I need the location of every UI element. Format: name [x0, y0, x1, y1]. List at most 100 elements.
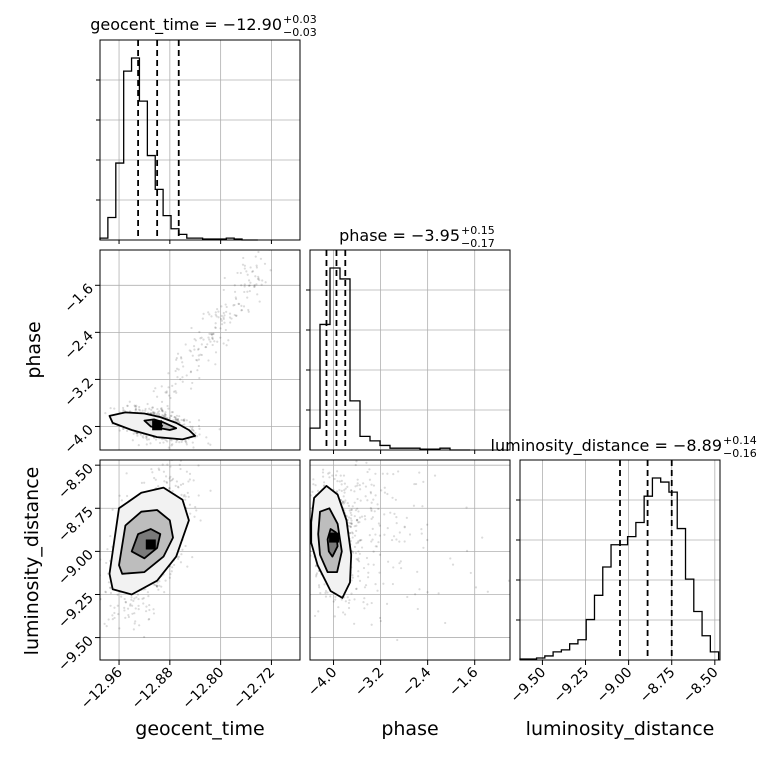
scatter-point	[451, 563, 455, 566]
scatter-point	[372, 484, 376, 487]
y-tick-label: −1.6	[61, 281, 96, 316]
scatter-point	[161, 409, 164, 412]
scatter-point	[177, 486, 180, 489]
x-tick-label: −4.0	[305, 665, 340, 700]
scatter-point	[355, 587, 358, 591]
scatter-point	[167, 446, 170, 449]
scatter-point	[136, 593, 140, 596]
scatter-point	[185, 443, 188, 446]
scatter-point	[369, 506, 372, 510]
histogram-luminosity_distance	[519, 477, 720, 660]
scatter-point	[354, 552, 357, 555]
scatter-point	[359, 499, 362, 502]
scatter-point	[133, 597, 136, 600]
scatter-point	[152, 412, 155, 415]
scatter-point	[245, 270, 248, 273]
scatter-point	[259, 257, 263, 260]
scatter-point	[109, 586, 112, 590]
scatter-point	[224, 328, 227, 332]
scatter-point	[197, 347, 200, 350]
scatter-point	[152, 583, 155, 586]
scatter-point	[142, 436, 145, 439]
y-tick-label: −9.50	[55, 633, 97, 675]
scatter-point	[127, 613, 130, 617]
scatter-point	[160, 407, 163, 410]
scatter-point	[235, 314, 238, 318]
scatter-point	[171, 411, 174, 414]
scatter-point	[235, 297, 238, 301]
scatter-point	[168, 576, 171, 579]
scatter-point	[195, 358, 198, 362]
scatter-point	[208, 332, 211, 335]
contour-line	[130, 528, 162, 560]
scatter-point	[225, 344, 228, 347]
scatter-point	[418, 471, 421, 474]
scatter-point	[124, 601, 128, 604]
scatter-point	[113, 606, 116, 609]
hist-grid-phase	[310, 250, 510, 450]
y-tick-label: −9.25	[55, 590, 97, 632]
scatter-point	[150, 467, 153, 471]
scatter-point	[349, 517, 353, 520]
scatter-point	[328, 476, 331, 479]
scatter-point	[261, 279, 264, 282]
scatter-point	[143, 635, 146, 639]
scatter-point	[208, 338, 211, 341]
scatter-point	[164, 439, 167, 442]
scatter-point	[313, 614, 317, 618]
scatter-point	[125, 429, 129, 432]
scatter-point	[230, 317, 233, 320]
scatter-point	[185, 470, 188, 473]
scatter-point	[343, 491, 346, 494]
scatter-point	[187, 480, 190, 483]
scatter-point	[152, 608, 155, 611]
contours	[310, 485, 353, 599]
scatter-point	[378, 524, 381, 527]
scatter-point	[178, 463, 181, 467]
scatter-point	[340, 489, 343, 492]
scatter-point	[377, 522, 381, 525]
scatter-point	[151, 406, 155, 409]
scatter-point	[198, 427, 201, 431]
scatter-point	[312, 478, 315, 481]
contours	[108, 486, 190, 596]
scatter-point	[399, 560, 402, 563]
scatter-point	[331, 474, 334, 477]
scatter-point	[171, 489, 174, 493]
scatter-point	[166, 440, 169, 443]
scatter-point	[257, 277, 260, 280]
density-peak	[145, 539, 156, 550]
scatter-point	[124, 600, 127, 604]
scatter-point	[173, 416, 177, 419]
scatter-point	[145, 437, 148, 440]
scatter-point	[374, 582, 377, 586]
scatter-point	[354, 485, 357, 488]
scatter-point	[139, 433, 142, 436]
scatter-point	[180, 357, 183, 360]
scatter-point	[342, 502, 345, 505]
scatter-point	[127, 615, 130, 619]
scatter-point	[189, 371, 192, 374]
panel-grid	[100, 250, 300, 450]
scatter-point	[118, 494, 121, 497]
scatter-point	[368, 478, 372, 481]
y-tick-label: −4.0	[61, 422, 96, 457]
scatter-point	[188, 421, 192, 424]
scatter-point	[194, 505, 197, 509]
scatter-point	[164, 411, 167, 414]
scatter-point	[217, 316, 220, 319]
scatter-point	[193, 348, 196, 351]
scatter-point	[194, 431, 197, 435]
scatter-point	[167, 407, 170, 410]
x-tick-label: −9.50	[508, 665, 550, 707]
scatter-point	[344, 487, 347, 490]
scatter-point	[372, 550, 375, 553]
histogram-phase	[309, 267, 470, 451]
scatter-point	[314, 484, 317, 487]
y-tick-label: −3.2	[61, 375, 96, 410]
scatter-point	[159, 407, 163, 411]
scatter-point	[151, 406, 154, 409]
scatter-point	[333, 615, 336, 618]
contour-line	[143, 418, 178, 431]
scatter-point	[348, 599, 351, 602]
